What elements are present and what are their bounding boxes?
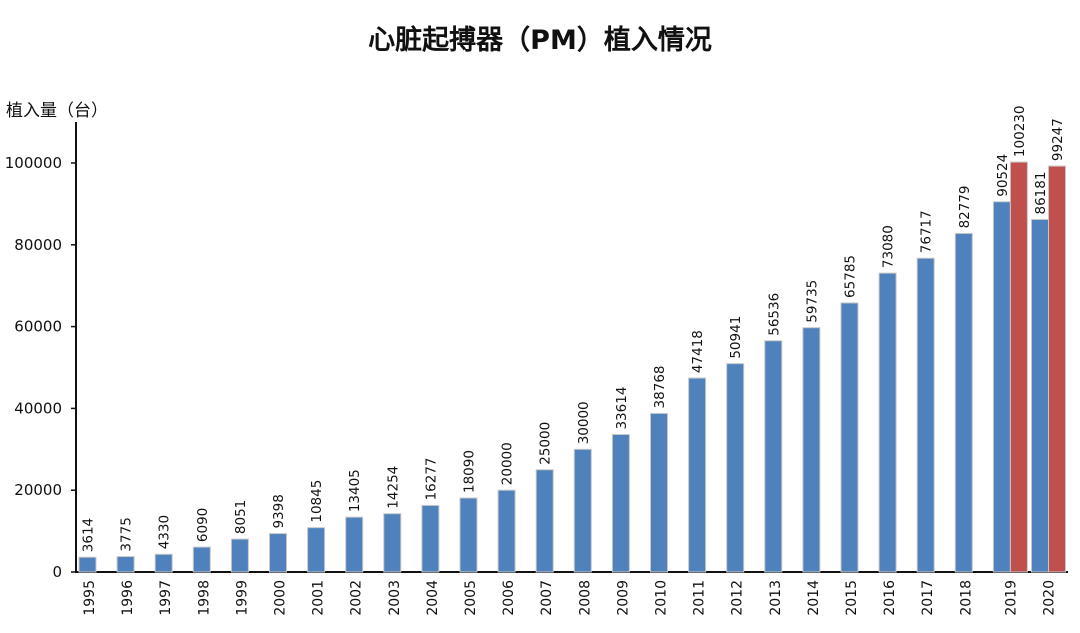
bar-2017 xyxy=(916,257,935,573)
bar-2004 xyxy=(421,504,440,573)
data-label: 86181 xyxy=(1033,172,1049,215)
data-label: 30000 xyxy=(576,401,592,444)
x-tick-label: 2015 xyxy=(844,580,860,616)
bar-2007 xyxy=(535,469,554,573)
chart-title: 心脏起搏器（PM）植入情况 xyxy=(368,25,712,56)
bar-2003 xyxy=(383,513,402,573)
bar-2008 xyxy=(573,448,592,573)
data-label: 8051 xyxy=(233,500,249,534)
data-label: 38768 xyxy=(652,365,668,408)
x-tick-label: 1997 xyxy=(158,580,174,616)
x-tick-label: 2006 xyxy=(501,580,517,616)
bar-2011 xyxy=(688,377,707,573)
x-tick-label: 2000 xyxy=(273,580,289,616)
data-label: 3775 xyxy=(119,517,135,551)
bar-2002 xyxy=(345,516,364,573)
data-label: 4330 xyxy=(157,515,173,549)
x-tick-label: 2012 xyxy=(730,580,746,616)
bar-2010 xyxy=(650,412,668,573)
y-tick-label: 80000 xyxy=(14,236,62,254)
data-label: 56536 xyxy=(766,293,782,336)
data-label: 9398 xyxy=(271,494,287,528)
bar-2020-series2 xyxy=(1048,165,1066,573)
x-tick-label: 2008 xyxy=(577,580,593,616)
data-label: 33614 xyxy=(614,387,630,430)
data-label: 90524 xyxy=(995,154,1011,197)
x-tick-label: 1998 xyxy=(196,580,212,616)
data-label: 14254 xyxy=(385,466,401,509)
data-label: 18090 xyxy=(462,450,478,493)
data-label: 65785 xyxy=(843,255,859,298)
x-tick-label: 1995 xyxy=(82,580,98,616)
x-tick-label: 2014 xyxy=(806,580,822,616)
bar-2019-series2 xyxy=(1009,161,1028,573)
x-tick-label: 2010 xyxy=(654,580,670,616)
data-label: 73080 xyxy=(881,225,897,268)
x-tick-label: 2016 xyxy=(882,580,898,616)
y-tick-label: 100000 xyxy=(5,154,62,172)
y-tick-label: 20000 xyxy=(14,481,62,499)
bar-2015 xyxy=(840,302,859,573)
data-label: 82779 xyxy=(957,185,973,228)
y-axis-label: 植入量（台） xyxy=(6,101,108,121)
x-tick-label: 2003 xyxy=(387,580,403,616)
bar-2020 xyxy=(1031,219,1049,573)
x-tick-label: 2005 xyxy=(463,580,479,616)
x-tick-label: 2017 xyxy=(920,580,936,616)
y-tick-label: 40000 xyxy=(14,399,62,417)
bar-1997 xyxy=(154,553,173,573)
bar-2013 xyxy=(764,340,783,573)
x-tick-label: 2013 xyxy=(768,580,784,616)
x-tick-label: 2018 xyxy=(958,580,974,616)
bar-2000 xyxy=(269,533,287,573)
x-tick-label: 2001 xyxy=(311,580,327,616)
bar-2009 xyxy=(611,434,630,573)
data-label: 20000 xyxy=(500,442,516,485)
data-label: 10845 xyxy=(309,480,325,523)
bar-1998 xyxy=(192,546,211,573)
bar-2012 xyxy=(726,363,745,573)
x-tick-label: 2019 xyxy=(1003,580,1019,616)
bar-2005 xyxy=(459,497,478,573)
data-label: 13405 xyxy=(347,469,363,512)
data-label: 76717 xyxy=(919,210,935,253)
data-label: 59735 xyxy=(804,280,820,323)
bar-2006 xyxy=(497,489,516,573)
x-tick-label: 1996 xyxy=(120,580,136,616)
x-tick-label: 2002 xyxy=(349,580,365,616)
data-label: 47418 xyxy=(690,330,706,373)
bar-2014 xyxy=(802,327,821,573)
data-label: 99247 xyxy=(1050,118,1066,161)
bar-2018 xyxy=(954,232,973,573)
data-label: 100230 xyxy=(1012,106,1028,158)
bar-2019 xyxy=(992,201,1011,573)
x-tick-label: 2007 xyxy=(539,580,555,616)
y-tick-label: 0 xyxy=(52,563,62,581)
data-label: 6090 xyxy=(195,508,211,542)
data-label: 3614 xyxy=(81,518,97,552)
data-label: 25000 xyxy=(538,422,554,465)
bar-1996 xyxy=(116,556,135,573)
bar-1995 xyxy=(78,556,97,573)
x-tick-label: 2020 xyxy=(1042,580,1058,616)
bar-2016 xyxy=(878,272,897,573)
bar-1999 xyxy=(230,538,249,573)
x-tick-label: 2004 xyxy=(425,580,441,616)
data-label: 50941 xyxy=(728,316,744,359)
data-label: 16277 xyxy=(423,457,439,500)
bar-2001 xyxy=(307,527,326,573)
x-tick-label: 1999 xyxy=(234,580,250,616)
y-tick-label: 60000 xyxy=(14,318,62,336)
x-tick-label: 2011 xyxy=(692,580,708,616)
x-tick-label: 2009 xyxy=(615,580,631,616)
